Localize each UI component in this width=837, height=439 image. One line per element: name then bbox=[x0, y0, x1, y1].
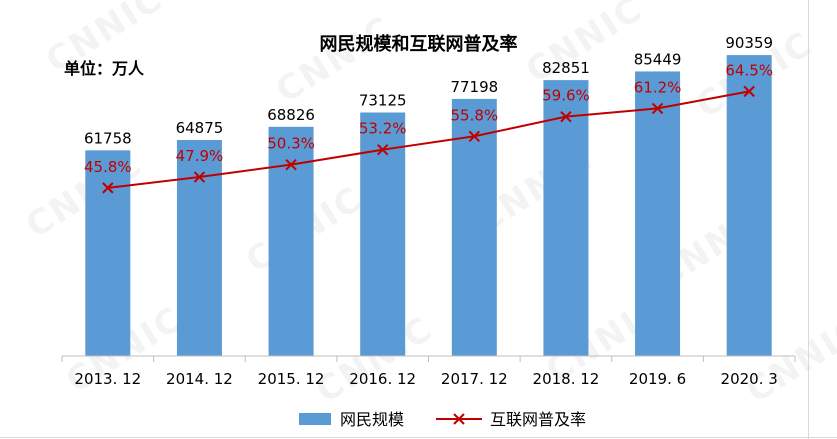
line-data-label: 55.8% bbox=[450, 106, 498, 124]
line-data-label: 64.5% bbox=[725, 61, 773, 79]
marker-stroke bbox=[651, 102, 664, 115]
bar-data-label: 61758 bbox=[84, 129, 132, 147]
line-marker bbox=[102, 182, 114, 194]
legend-swatch-bar bbox=[299, 413, 331, 425]
line-marker bbox=[285, 158, 297, 171]
frame-right-edge bbox=[808, 0, 809, 439]
legend-swatch-marker bbox=[453, 413, 465, 425]
unit-label: 单位：万人 bbox=[64, 59, 145, 78]
marker-stroke bbox=[743, 85, 755, 98]
x-tick-label: 2013. 12 bbox=[74, 370, 141, 388]
line-marker bbox=[743, 85, 755, 98]
x-tick-label: 2019. 6 bbox=[629, 370, 686, 388]
x-tick-label: 2020. 3 bbox=[721, 370, 778, 388]
line-series-path bbox=[107, 90, 750, 189]
frame-bottom-edge bbox=[0, 437, 837, 438]
bar bbox=[176, 139, 222, 356]
bar bbox=[451, 98, 497, 356]
bar-series-group bbox=[85, 55, 772, 357]
marker-stroke bbox=[468, 130, 481, 142]
x-tick-label: 2014. 12 bbox=[166, 370, 233, 388]
bar-labels-group: 61758 64875 68826 73125 77198 82851 85449 90359 bbox=[84, 34, 773, 147]
bar-data-label: 82851 bbox=[542, 59, 590, 77]
x-tick-label: 2018. 12 bbox=[533, 370, 600, 388]
marker-stroke bbox=[102, 182, 114, 194]
marker-stroke bbox=[285, 158, 297, 171]
bar bbox=[726, 55, 772, 357]
bar bbox=[635, 71, 681, 356]
line-marker bbox=[560, 110, 572, 123]
x-axis-tick-labels-group: 2013. 12 2014. 12 2015. 12 2016. 12 2017. 12… bbox=[74, 370, 777, 388]
line-data-label: 61.2% bbox=[634, 78, 682, 96]
line-data-label: 53.2% bbox=[359, 120, 407, 138]
marker-stroke bbox=[560, 110, 572, 123]
x-tick-label: 2017. 12 bbox=[441, 370, 508, 388]
bar-data-label: 68826 bbox=[267, 106, 315, 124]
bar-data-label: 73125 bbox=[359, 91, 407, 109]
bar bbox=[85, 150, 131, 356]
marker-stroke bbox=[376, 143, 389, 156]
marker-stroke bbox=[193, 171, 206, 183]
line-series-group bbox=[102, 85, 755, 194]
line-labels-group: 45.8% 47.9% 50.3% 53.2% 55.8% 59.6% 61.2% 64.5% bbox=[84, 61, 773, 175]
chart-title: 网民规模和互联网普及率 bbox=[319, 34, 518, 55]
bar-data-label: 85449 bbox=[634, 50, 682, 68]
bar-data-label: 64875 bbox=[176, 119, 224, 137]
line-data-label: 50.3% bbox=[267, 135, 315, 153]
x-axis-ticks-group bbox=[61, 356, 796, 362]
legend-label-line: 互联网普及率 bbox=[490, 410, 586, 429]
line-data-label: 59.6% bbox=[542, 87, 590, 105]
legend-label-bar: 网民规模 bbox=[340, 410, 404, 429]
bar-data-label: 77198 bbox=[450, 78, 498, 96]
line-data-label: 45.8% bbox=[84, 158, 132, 176]
bar-data-label: 90359 bbox=[725, 34, 773, 52]
legend: 网民规模 互联网普及率 bbox=[299, 410, 586, 429]
bar bbox=[543, 80, 589, 356]
line-marker bbox=[193, 171, 206, 183]
x-tick-label: 2016. 12 bbox=[349, 370, 416, 388]
line-marker bbox=[376, 143, 389, 156]
line-data-label: 47.9% bbox=[176, 147, 224, 165]
line-marker bbox=[651, 102, 664, 115]
line-marker bbox=[468, 130, 481, 142]
x-tick-label: 2015. 12 bbox=[258, 370, 325, 388]
